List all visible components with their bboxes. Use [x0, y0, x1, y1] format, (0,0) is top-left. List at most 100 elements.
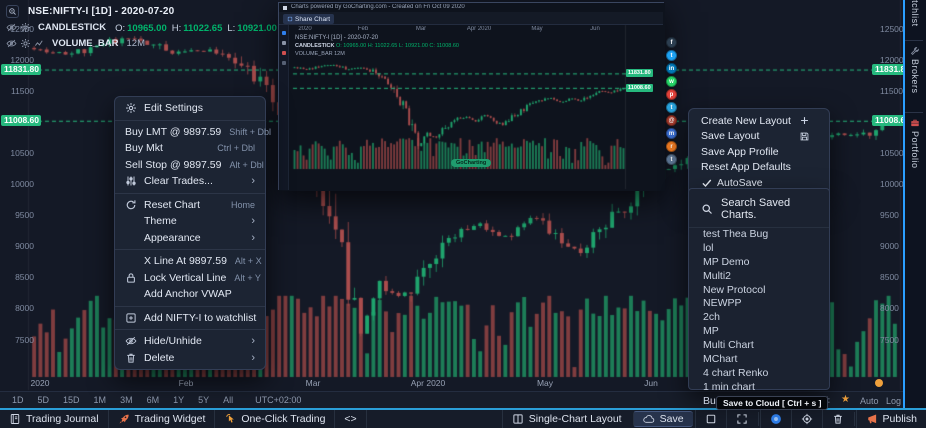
saved-chart-test-thea-bug[interactable]: test Thea Bug — [703, 228, 769, 240]
timeframe-1y[interactable]: 1Y — [173, 395, 185, 405]
share-linkedin-button[interactable]: in — [666, 63, 677, 74]
timeframe-6m[interactable]: 6M — [146, 395, 160, 405]
share-telegram-button[interactable]: t — [666, 102, 677, 113]
saved-chart-mchart[interactable]: MChart — [703, 353, 738, 366]
share-twitter-button[interactable]: t — [666, 50, 677, 61]
price-tick: 9500 — [15, 210, 34, 221]
menu-item-sell-stop-9897-59[interactable]: Sell Stop @ 9897.59 Alt + Dbl — [115, 157, 265, 174]
timezone-label[interactable]: UTC+02:00 — [255, 395, 302, 405]
menu-item-label: Add Anchor VWAP — [144, 288, 232, 301]
timeframe-15d[interactable]: 15D — [63, 395, 80, 405]
menu-item-theme[interactable]: Theme › — [115, 213, 265, 230]
fullscreen-button[interactable] — [725, 410, 757, 428]
saved-chart-lol[interactable]: lol — [703, 241, 714, 254]
menu-item-create-new-layout[interactable]: Create New Layout — [689, 113, 829, 129]
share-email-button[interactable]: @ — [666, 115, 677, 126]
help-button[interactable] — [759, 410, 791, 428]
gocharting-watermark: GoCharting — [451, 159, 492, 167]
save-button[interactable]: Save — [632, 411, 693, 427]
saved-chart-newpp[interactable]: NEWPP — [703, 297, 742, 310]
share-messenger-button[interactable]: m — [666, 128, 677, 139]
share-chart-window[interactable]: Charts powered by GoCharting.com - Creat… — [278, 2, 665, 191]
saved-chart-new-protocol[interactable]: New Protocol — [703, 283, 766, 296]
share-tumblr-button[interactable]: t — [666, 154, 677, 165]
saved-chart-2ch[interactable]: 2ch — [703, 311, 720, 324]
trading-widget-button[interactable]: Trading Widget — [109, 410, 216, 428]
menu-item-add-nifty-i-to-watchlist[interactable]: Add NIFTY-I to watchlist — [115, 310, 265, 327]
saved-charts-search[interactable]: Search Saved Charts. — [689, 195, 829, 228]
menu-item-add-anchor-vwap[interactable]: Add Anchor VWAP — [115, 286, 265, 303]
menu-item-edit-settings[interactable]: Edit Settings — [115, 100, 265, 117]
price-axis-right[interactable]: 1250012000115001100010500100009500900085… — [876, 0, 906, 390]
saved-chart-mp[interactable]: MP — [703, 325, 719, 338]
menu-item-delete[interactable]: Delete › — [115, 350, 265, 367]
menu-item-x-line-at-9897-59[interactable]: X Line At 9897.59 Alt + X — [115, 253, 265, 270]
saved-chart-1-min-chart[interactable]: 1 min chart — [703, 380, 755, 393]
code-snippet-button[interactable]: <> — [335, 410, 367, 428]
mini-symbol-title: NSE:NIFTY-I [1D] - 2020-07-20 — [295, 35, 379, 41]
screenshot-button[interactable] — [694, 410, 726, 428]
menu-shortcut: Ctrl + Dbl — [217, 143, 255, 154]
sidebar-tab-portfolio[interactable]: Portfolio — [906, 118, 924, 169]
frame-icon — [705, 413, 717, 425]
menu-item-autosave[interactable]: AutoSave — [689, 175, 829, 191]
saved-charts-list: test Thea Bug lol MP Demo Multi2 New Protoco… — [689, 228, 829, 409]
one-click-trading-button[interactable]: One-Click Trading — [215, 410, 336, 428]
price-tick: 11500 — [880, 85, 904, 96]
timeframe-1d[interactable]: 1D — [12, 395, 24, 405]
saved-chart-mp-demo[interactable]: MP Demo — [703, 255, 750, 268]
timeframe-1m[interactable]: 1M — [93, 395, 107, 405]
panel-resize-divider[interactable] — [903, 0, 905, 408]
menu-item-reset-chart[interactable]: Reset Chart Home — [115, 197, 265, 214]
menu-item-label: Reset App Defaults — [701, 161, 791, 174]
share-pinterest-button[interactable]: p — [666, 89, 677, 100]
study-settings-icon[interactable] — [20, 22, 31, 33]
saved-chart-4-chart-renko[interactable]: 4 chart Renko — [703, 366, 769, 379]
scale-log-toggle[interactable]: Log — [886, 396, 902, 406]
share-reddit-button[interactable]: r — [666, 141, 677, 152]
saved-chart-multi2[interactable]: Multi2 — [703, 269, 732, 282]
scale-auto-toggle[interactable]: Auto — [860, 396, 879, 406]
tab-share-chart[interactable]: Share Chart — [283, 14, 335, 24]
menu-item-buy-mkt[interactable]: Buy Mkt Ctrl + Dbl — [115, 140, 265, 157]
timeframe-5d[interactable]: 5D — [37, 395, 50, 405]
single-chart-layout-button[interactable]: Single-Chart Layout — [501, 410, 631, 428]
timeframe-3m[interactable]: 3M — [120, 395, 133, 405]
saved-chart-multi-chart[interactable]: Multi Chart — [703, 339, 754, 352]
trading-journal-button[interactable]: Trading Journal — [0, 410, 109, 428]
menu-item-save-layout[interactable]: Save Layout — [689, 129, 829, 145]
menu-item-buy-lmt-9897-59[interactable]: Buy LMT @ 9897.59 Shift + Dbl — [115, 124, 271, 141]
magnifier-icon[interactable] — [6, 4, 19, 18]
visibility-toggle-icon[interactable] — [6, 22, 17, 33]
ohlc-label: O: — [115, 23, 126, 34]
share-facebook-button[interactable]: f — [666, 37, 677, 48]
menu-item-appearance[interactable]: Appearance › — [115, 230, 265, 247]
time-axis[interactable]: 2020 Feb Mar Apr 2020 May Jun — [0, 378, 905, 390]
menu-item-label: Edit Settings — [144, 102, 203, 115]
symbol-row[interactable]: NSE:NIFTY-I [1D] - 2020-07-20 — [6, 3, 333, 19]
menu-item-clear-trades[interactable]: Clear Trades... › — [115, 173, 265, 190]
menu-item-lock-vertical-line[interactable]: Lock Vertical Line Alt + Y — [115, 270, 265, 287]
timeframe-5y[interactable]: 5Y — [198, 395, 210, 405]
menu-item-label: Buy Mkt — [125, 142, 163, 155]
menu-item-reset-app-defaults[interactable]: Reset App Defaults — [689, 160, 829, 176]
study-settings-icon[interactable] — [20, 38, 31, 49]
sidebar-tab-brokers[interactable]: Brokers — [906, 46, 924, 94]
menu-item-hide-unhide[interactable]: Hide/Unhide › — [115, 333, 265, 350]
price-axis-left[interactable]: 1250012000115001100010500100009500900085… — [0, 0, 36, 390]
menu-item-save-app-profile[interactable]: Save App Profile — [689, 144, 829, 160]
chart-legend: NSE:NIFTY-I [1D] - 2020-07-20 CANDLESTIC… — [6, 3, 333, 51]
month-label: May — [536, 378, 554, 388]
publish-button[interactable]: Publish — [855, 410, 926, 428]
favorite-star-icon[interactable]: ★ — [841, 394, 850, 405]
price-tick: 12500 — [10, 23, 34, 34]
menu-item-label: Reset Chart — [144, 198, 201, 211]
sidebar-tab-watchlist[interactable]: Watchlist — [906, 0, 924, 27]
share-whatsapp-button[interactable]: w — [666, 76, 677, 87]
button-label: Publish — [882, 413, 917, 425]
timeframe-all[interactable]: All — [223, 395, 234, 405]
menu-item-label: Buy LMT @ 9897.59 — [125, 125, 222, 138]
remove-drawings-button[interactable] — [821, 410, 853, 428]
crosshair-button[interactable] — [790, 410, 822, 428]
visibility-toggle-icon[interactable] — [6, 38, 17, 49]
